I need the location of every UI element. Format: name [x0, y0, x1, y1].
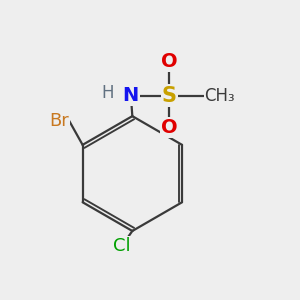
- Text: Cl: Cl: [113, 237, 131, 255]
- Text: H: H: [101, 84, 114, 102]
- Text: Br: Br: [49, 112, 69, 130]
- Text: CH₃: CH₃: [205, 86, 235, 104]
- Text: O: O: [161, 118, 178, 137]
- Text: S: S: [162, 85, 177, 106]
- Text: O: O: [161, 52, 178, 71]
- Text: N: N: [123, 86, 139, 105]
